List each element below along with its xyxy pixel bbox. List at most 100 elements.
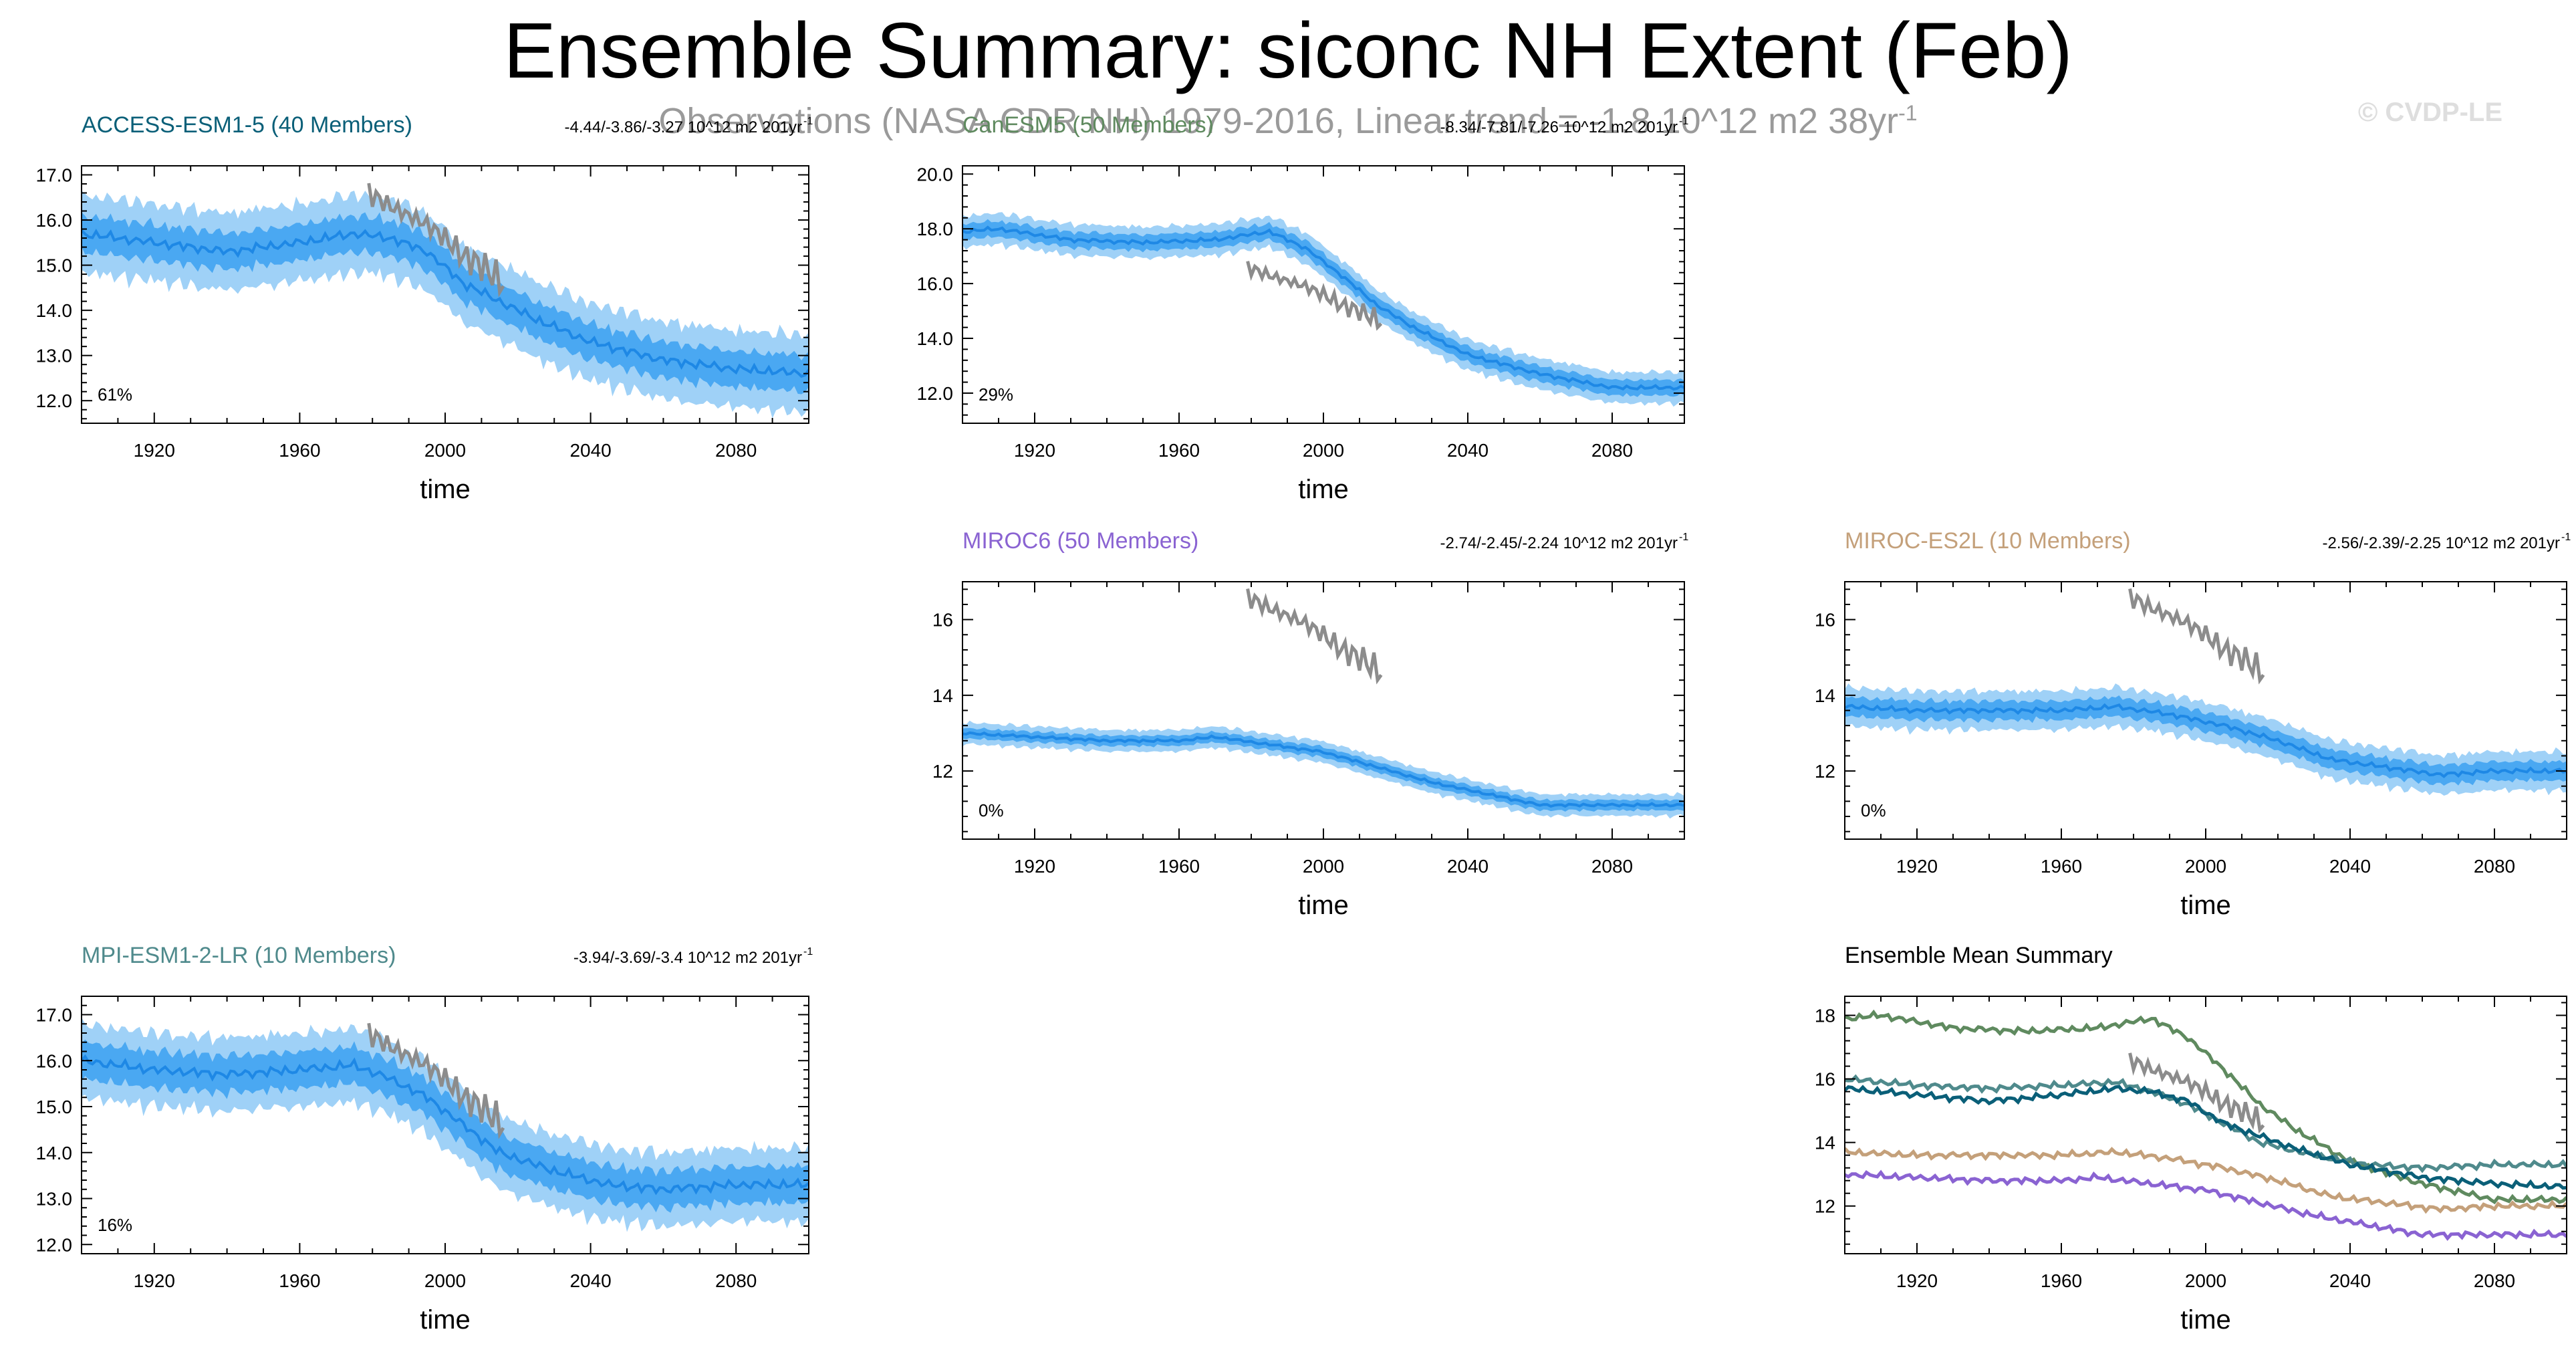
y-tick-label: 15.0 <box>36 1097 73 1117</box>
x-tick-label: 1960 <box>279 1270 320 1291</box>
series-line-1 <box>1845 1074 2567 1173</box>
panel-title: MPI-ESM1-2-LR (10 Members) <box>82 943 396 968</box>
x-tick-label: 2080 <box>715 440 757 461</box>
x-axis-label: time <box>2180 1305 2231 1335</box>
x-tick-label: 2040 <box>2329 856 2371 877</box>
x-tick-label: 2080 <box>1591 856 1633 877</box>
y-tick-label: 16.0 <box>36 1050 73 1071</box>
y-tick-label: 14 <box>932 685 953 706</box>
percent-label: 16% <box>98 1215 132 1235</box>
trend-label: -2.56/-2.39/-2.25 10^12 m2 201yr <box>2323 534 2560 552</box>
ensemble-mean-line <box>962 731 1684 808</box>
x-axis-label: time <box>420 475 471 504</box>
plot-area <box>82 183 809 419</box>
y-tick-label: 13.0 <box>36 346 73 366</box>
panel-title: Ensemble Mean Summary <box>1845 943 2113 968</box>
plot-area <box>1845 588 2567 796</box>
x-tick-label: 2000 <box>424 440 466 461</box>
x-tick-label: 2040 <box>2329 1270 2371 1291</box>
plot-area <box>962 212 1684 407</box>
y-tick-label: 17.0 <box>36 165 73 186</box>
observations-subtitle: Observations (NASA CDR NH) 1979-2016, Li… <box>0 100 2576 142</box>
x-tick-label: 2080 <box>1591 440 1633 461</box>
y-tick-label: 12 <box>932 761 953 782</box>
x-tick-label: 2000 <box>1303 440 1344 461</box>
x-tick-label: 2000 <box>1303 856 1344 877</box>
observations-line <box>367 1022 505 1139</box>
ensemble-mean-line <box>1845 703 2567 778</box>
ensemble-range-band <box>82 191 809 419</box>
x-tick-label: 1960 <box>1158 440 1200 461</box>
percent-label: 0% <box>1861 800 1886 820</box>
x-axis-label: time <box>2180 891 2231 920</box>
y-tick-label: 13.0 <box>36 1189 73 1210</box>
trend-label-sup: -1 <box>803 116 813 127</box>
x-tick-label: 1960 <box>2041 1270 2082 1291</box>
y-tick-label: 20.0 <box>917 164 954 185</box>
y-tick-label: 15.0 <box>36 255 73 276</box>
percent-label: 61% <box>98 384 132 405</box>
y-tick-label: 16.0 <box>917 273 954 294</box>
trend-label: -3.94/-3.69/-3.4 10^12 m2 201yr <box>573 949 802 967</box>
y-tick-label: 17.0 <box>36 1005 73 1026</box>
x-tick-label: 2000 <box>2185 1270 2226 1291</box>
panel-mpi: MPI-ESM1-2-LR (10 Members) -3.94/-3.69/-3… <box>36 943 813 1335</box>
trend-label-sup: -1 <box>1679 116 1688 127</box>
trend-label-sup: -1 <box>2561 532 2571 543</box>
cvdp-watermark: © CVDP-LE <box>2357 98 2502 127</box>
x-tick-label: 1920 <box>1896 1270 1938 1291</box>
x-tick-label: 1920 <box>1896 856 1938 877</box>
x-tick-label: 2040 <box>569 440 611 461</box>
y-tick-label: 16 <box>1815 610 1835 631</box>
panel-canesm5: CanESM5 (50 Members) -8.34/-7.81/-7.26 10… <box>917 112 1689 504</box>
y-tick-label: 18.0 <box>917 219 954 239</box>
observations-subtitle-text: Observations (NASA CDR NH) 1979-2016, Li… <box>658 101 1899 141</box>
y-tick-label: 16 <box>932 610 953 631</box>
x-tick-label: 2000 <box>424 1270 466 1291</box>
x-tick-label: 2040 <box>569 1270 611 1291</box>
panel-miroces2l: MIROC-ES2L (10 Members) -2.56/-2.39/-2.25… <box>1815 528 2571 920</box>
y-tick-label: 12.0 <box>36 1234 73 1255</box>
x-tick-label: 1960 <box>1158 856 1200 877</box>
panel-title: MIROC-ES2L (10 Members) <box>1845 528 2131 554</box>
x-tick-label: 1920 <box>1014 856 1055 877</box>
series-line-2 <box>1845 1084 2567 1190</box>
ensemble-mean-line <box>962 225 1684 391</box>
x-tick-label: 1920 <box>134 1270 175 1291</box>
plot-area <box>82 1017 809 1232</box>
x-tick-label: 1920 <box>134 440 175 461</box>
x-tick-label: 2080 <box>715 1270 757 1291</box>
y-tick-label: 14 <box>1815 685 1835 706</box>
series-line-4 <box>1845 1169 2567 1241</box>
panel-title: CanESM5 (50 Members) <box>962 112 1214 138</box>
x-tick-label: 2000 <box>2185 856 2226 877</box>
x-tick-label: 1920 <box>1014 440 1055 461</box>
ensemble-iqr-band <box>82 1039 809 1213</box>
y-tick-label: 12 <box>1815 761 1835 782</box>
trend-label: -4.44/-3.86/-3.27 10^12 m2 201yr <box>565 118 802 136</box>
ensemble-iqr-band <box>82 212 809 394</box>
y-tick-label: 12.0 <box>36 390 73 411</box>
y-tick-label: 14.0 <box>36 300 73 321</box>
observations-line <box>367 183 505 298</box>
panel-title: MIROC6 (50 Members) <box>962 528 1198 554</box>
observations-line <box>1246 588 1383 685</box>
y-tick-label: 14.0 <box>36 1143 73 1163</box>
y-tick-label: 16.0 <box>36 210 73 231</box>
plot-area <box>1845 1009 2567 1241</box>
trend-label-sup: -1 <box>1679 532 1688 543</box>
trend-label: -2.74/-2.45/-2.24 10^12 m2 201yr <box>1440 534 1678 552</box>
x-tick-label: 1960 <box>279 440 320 461</box>
ensemble-iqr-band <box>1845 695 2567 786</box>
x-axis-label: time <box>420 1305 471 1335</box>
observations-subtitle-sup: -1 <box>1898 101 1918 125</box>
panel-title: ACCESS-ESM1-5 (40 Members) <box>82 112 412 138</box>
observations-line <box>2128 588 2265 685</box>
series-line-3 <box>1845 1147 2567 1214</box>
y-tick-label: 14.0 <box>917 328 954 349</box>
x-axis-label: time <box>1298 891 1349 920</box>
x-tick-label: 1960 <box>2041 856 2082 877</box>
y-tick-label: 12 <box>1815 1196 1835 1217</box>
